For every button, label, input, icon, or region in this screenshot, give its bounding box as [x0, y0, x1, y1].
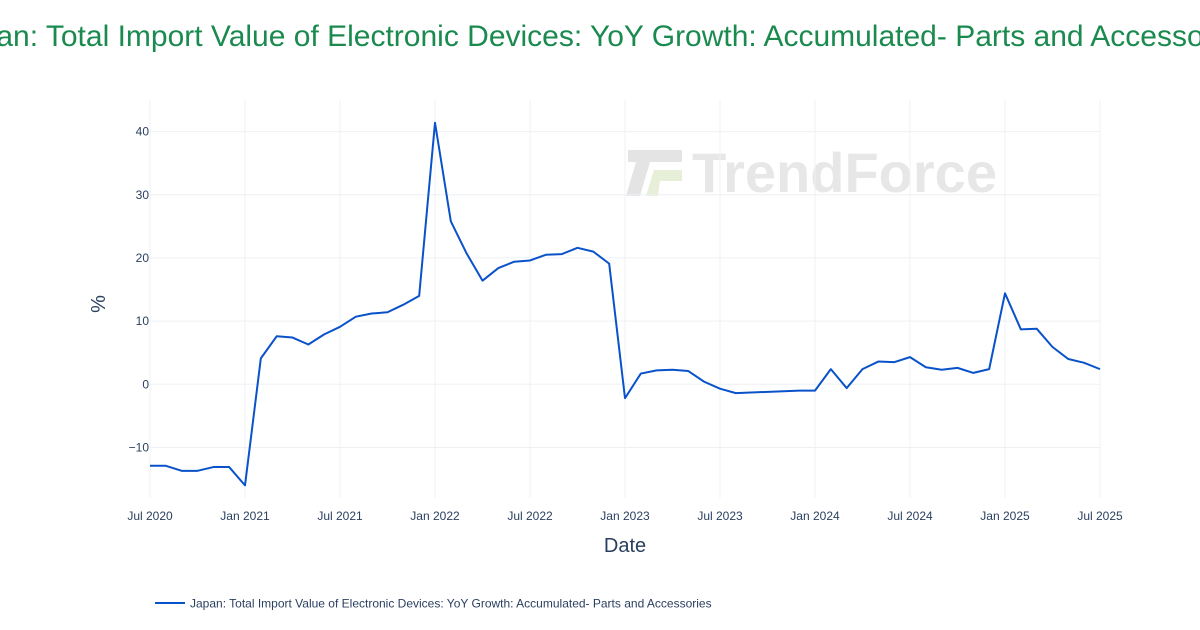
- data-point[interactable]: [955, 365, 961, 371]
- data-point[interactable]: [796, 388, 802, 394]
- data-point[interactable]: [432, 120, 438, 126]
- data-point[interactable]: [163, 463, 169, 469]
- data-point[interactable]: [1081, 360, 1087, 366]
- y-tick-label: 20: [136, 251, 150, 265]
- data-point[interactable]: [511, 259, 517, 265]
- data-point[interactable]: [242, 482, 248, 488]
- data-point[interactable]: [559, 251, 565, 257]
- watermark-text: TrendForce: [692, 141, 997, 204]
- data-point[interactable]: [606, 261, 612, 267]
- data-point[interactable]: [290, 335, 296, 341]
- legend[interactable]: Japan: Total Import Value of Electronic …: [155, 597, 712, 611]
- data-point[interactable]: [480, 278, 486, 284]
- data-point[interactable]: [210, 464, 216, 470]
- data-point[interactable]: [385, 309, 391, 315]
- data-point[interactable]: [638, 371, 644, 377]
- x-gridlines: [149, 100, 1101, 498]
- data-point[interactable]: [907, 354, 913, 360]
- trendforce-watermark: TrendForce: [626, 141, 997, 204]
- data-point[interactable]: [321, 331, 327, 337]
- data-point[interactable]: [416, 293, 422, 299]
- data-point[interactable]: [986, 366, 992, 372]
- x-tick-label: Jul 2021: [317, 509, 363, 523]
- y-tick-label: 30: [136, 188, 150, 202]
- data-point[interactable]: [274, 333, 280, 339]
- data-point[interactable]: [195, 468, 201, 474]
- data-point[interactable]: [812, 388, 818, 394]
- y-axis-title: %: [88, 295, 110, 313]
- chart-title: Japan: Total Import Value of Electronic …: [0, 20, 1200, 53]
- data-point[interactable]: [305, 341, 311, 347]
- data-point[interactable]: [353, 314, 359, 320]
- data-point[interactable]: [400, 302, 406, 308]
- series-layer: [147, 120, 1103, 488]
- data-point[interactable]: [828, 366, 834, 372]
- data-point[interactable]: [464, 251, 470, 257]
- series-line: [150, 121, 1101, 487]
- x-tick-label: Jan 2022: [410, 509, 460, 523]
- data-point[interactable]: [622, 395, 628, 401]
- data-point[interactable]: [527, 257, 533, 263]
- data-point[interactable]: [875, 359, 881, 365]
- y-tick-labels: −10 0 10 20 30 40: [129, 125, 150, 455]
- y-tick-label: 40: [136, 125, 150, 139]
- data-point[interactable]: [844, 385, 850, 391]
- data-point[interactable]: [970, 370, 976, 376]
- x-tick-label: Jan 2021: [220, 509, 270, 523]
- data-point[interactable]: [1034, 326, 1040, 332]
- data-point[interactable]: [369, 311, 375, 317]
- data-point[interactable]: [337, 324, 343, 330]
- data-point[interactable]: [590, 249, 596, 255]
- x-tick-label: Jan 2024: [790, 509, 840, 523]
- y-tick-label: −10: [129, 440, 150, 454]
- data-point[interactable]: [685, 368, 691, 374]
- data-point[interactable]: [923, 364, 929, 370]
- y-gridlines: [150, 131, 1100, 448]
- data-point[interactable]: [448, 218, 454, 224]
- data-point[interactable]: [1002, 290, 1008, 296]
- data-point[interactable]: [1065, 356, 1071, 362]
- x-tick-label: Jan 2025: [980, 509, 1030, 523]
- x-axis-title: Date: [604, 535, 646, 557]
- data-point[interactable]: [495, 265, 501, 271]
- legend-label: Japan: Total Import Value of Electronic …: [190, 597, 712, 611]
- x-tick-label: Jul 2022: [507, 509, 553, 523]
- x-tick-labels: Jul 2020 Jan 2021 Jul 2021 Jan 2022 Jul 2022…: [127, 509, 1123, 523]
- data-point[interactable]: [258, 355, 264, 361]
- data-point[interactable]: [891, 359, 897, 365]
- data-point[interactable]: [226, 464, 232, 470]
- data-point[interactable]: [575, 245, 581, 251]
- x-tick-label: Jul 2020: [127, 509, 173, 523]
- data-point[interactable]: [1097, 366, 1103, 372]
- y-tick-label: 0: [142, 377, 149, 391]
- data-point[interactable]: [543, 252, 549, 258]
- data-point[interactable]: [1050, 344, 1056, 350]
- data-point[interactable]: [670, 367, 676, 373]
- trendforce-logo-icon: [626, 150, 682, 196]
- data-point[interactable]: [147, 463, 153, 469]
- y-tick-label: 10: [136, 314, 150, 328]
- data-point[interactable]: [701, 379, 707, 385]
- x-tick-label: Jan 2023: [600, 509, 650, 523]
- data-point[interactable]: [717, 386, 723, 392]
- data-point[interactable]: [1018, 326, 1024, 332]
- data-point[interactable]: [654, 367, 660, 373]
- data-point[interactable]: [860, 366, 866, 372]
- x-tick-label: Jul 2024: [887, 509, 933, 523]
- x-tick-label: Jul 2025: [1077, 509, 1123, 523]
- data-point[interactable]: [939, 367, 945, 373]
- data-point[interactable]: [179, 468, 185, 474]
- data-point[interactable]: [733, 390, 739, 396]
- x-tick-label: Jul 2023: [697, 509, 743, 523]
